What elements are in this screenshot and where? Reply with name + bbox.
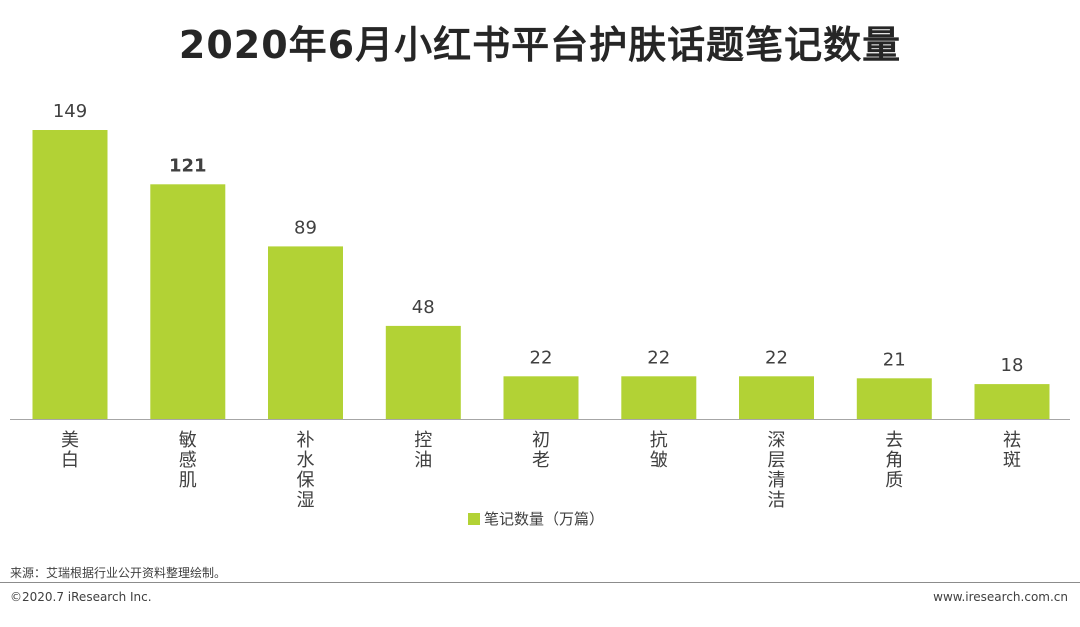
legend-label: 笔记数量（万篇） bbox=[484, 510, 605, 528]
copyright-text: ©2020.7 iResearch Inc. bbox=[10, 590, 152, 604]
category-label-5: 抗皱 bbox=[650, 430, 668, 471]
legend-swatch bbox=[468, 512, 480, 525]
value-label-4: 22 bbox=[530, 347, 553, 368]
value-label-8: 18 bbox=[1001, 355, 1024, 376]
category-label-8: 祛斑 bbox=[1003, 430, 1021, 471]
category-label-7: 去角质 bbox=[885, 430, 903, 491]
value-label-3: 48 bbox=[412, 297, 435, 318]
value-label-5: 22 bbox=[647, 347, 670, 368]
category-label-1: 敏感肌 bbox=[179, 430, 197, 491]
bar-7 bbox=[856, 378, 932, 419]
footer-divider bbox=[0, 582, 1080, 583]
category-labels-group: 美白 敏感肌 补水保湿 控油 初老 抗皱 深层清洁 去角质 祛斑 bbox=[61, 430, 1021, 511]
source-note: 来源：艾瑞根据行业公开资料整理绘制。 bbox=[10, 566, 227, 580]
category-label-6: 深层清洁 bbox=[768, 430, 786, 511]
value-label-2: 89 bbox=[294, 217, 317, 238]
bars-group bbox=[32, 130, 1050, 419]
bar-1 bbox=[150, 184, 226, 419]
bar-8 bbox=[974, 384, 1050, 419]
bar-0 bbox=[32, 130, 108, 419]
value-label-0: 149 bbox=[53, 101, 87, 122]
value-label-6: 22 bbox=[765, 347, 788, 368]
value-label-1: 121 bbox=[169, 155, 207, 176]
category-label-0: 美白 bbox=[61, 430, 79, 471]
category-label-4: 初老 bbox=[532, 430, 550, 471]
website-link[interactable]: www.iresearch.com.cn bbox=[933, 590, 1068, 604]
category-label-3: 控油 bbox=[414, 430, 432, 471]
bar-3 bbox=[385, 325, 461, 419]
bar-5 bbox=[621, 376, 697, 419]
bar-6 bbox=[739, 376, 814, 419]
legend: 笔记数量（万篇） bbox=[468, 508, 604, 529]
value-label-7: 21 bbox=[883, 349, 906, 370]
bar-2 bbox=[268, 246, 343, 419]
bar-4 bbox=[503, 376, 579, 419]
value-labels-group: 149 121 89 48 22 22 22 21 18 bbox=[53, 101, 1024, 376]
category-label-2: 补水保湿 bbox=[297, 430, 315, 511]
chart-title: 2020年6月小红书平台护肤话题笔记数量 bbox=[178, 23, 902, 67]
